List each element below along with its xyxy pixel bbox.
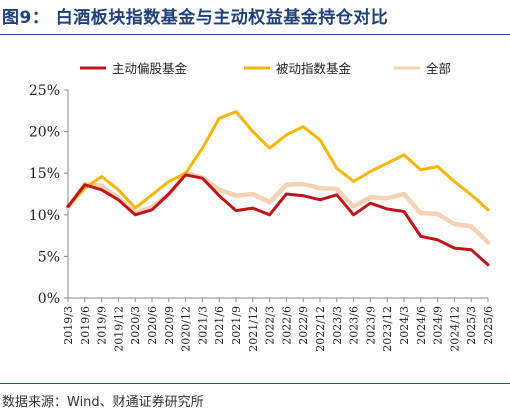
x-tick-label: 2024/3	[398, 306, 411, 345]
x-tick-label: 2020/3	[129, 306, 142, 345]
y-tick-label: 10%	[29, 208, 60, 224]
legend-label: 被动指数基金	[276, 61, 352, 76]
x-tick-label: 2019/3	[62, 306, 75, 345]
x-tick-label: 2021/12	[247, 306, 260, 352]
y-tick-label: 5%	[38, 249, 60, 265]
x-tick-label: 2024/9	[432, 306, 445, 345]
series-line-2	[66, 110, 490, 212]
x-tick-label: 2019/9	[96, 306, 109, 345]
x-tick-label: 2022/6	[280, 306, 293, 345]
x-tick-label: 2019/12	[112, 306, 125, 352]
legend: 主动偏股基金 被动指数基金 全部	[80, 61, 451, 76]
x-tick-label: 2023/12	[381, 306, 394, 352]
title-divider	[0, 34, 510, 35]
y-tick-label: 0%	[38, 291, 60, 307]
figure-title: 图9： 白酒板块指数基金与主动权益基金持仓对比	[2, 8, 389, 28]
x-tick-label: 2020/12	[180, 306, 193, 352]
series-line-1	[66, 173, 490, 267]
source-divider	[0, 383, 510, 384]
x-tick-label: 2023/9	[364, 306, 377, 345]
y-tick-label: 25%	[29, 83, 60, 99]
series-line-3	[65, 170, 491, 245]
x-tick-label: 2022/3	[264, 306, 277, 345]
axes: 0% 5% 10% 15% 20% 25% 2019/3 2019/6 2019/9 2019/1…	[29, 83, 495, 352]
x-tick-label: 2019/6	[79, 306, 92, 345]
x-tick-label: 2025/3	[465, 306, 478, 345]
x-tick-label: 2022/12	[314, 306, 327, 352]
source-note: 数据来源：Wind、财通证券研究所	[2, 395, 204, 410]
x-tick-label: 2021/9	[230, 306, 243, 345]
x-tick-label: 2021/6	[213, 306, 226, 345]
x-tick-label: 2020/6	[146, 306, 159, 345]
y-tick-label: 15%	[29, 166, 60, 182]
x-tick-label: 2024/12	[448, 306, 461, 352]
x-tick-label: 2023/3	[331, 306, 344, 345]
series-layer	[65, 110, 491, 267]
x-tick-label: 2022/9	[297, 306, 310, 345]
x-tick-label: 2025/6	[482, 306, 495, 345]
x-tick-label: 2023/6	[348, 306, 361, 345]
x-tick-label: 2020/9	[163, 306, 176, 345]
legend-label: 主动偏股基金	[112, 61, 188, 76]
x-tick-label: 2024/6	[415, 306, 428, 345]
line-chart: 主动偏股基金 被动指数基金 全部 0% 5% 10% 15% 20% 25% 2019/3 201…	[29, 61, 495, 352]
x-tick-label: 2021/3	[196, 306, 209, 345]
legend-label: 全部	[426, 61, 451, 76]
y-tick-label: 20%	[29, 125, 60, 141]
